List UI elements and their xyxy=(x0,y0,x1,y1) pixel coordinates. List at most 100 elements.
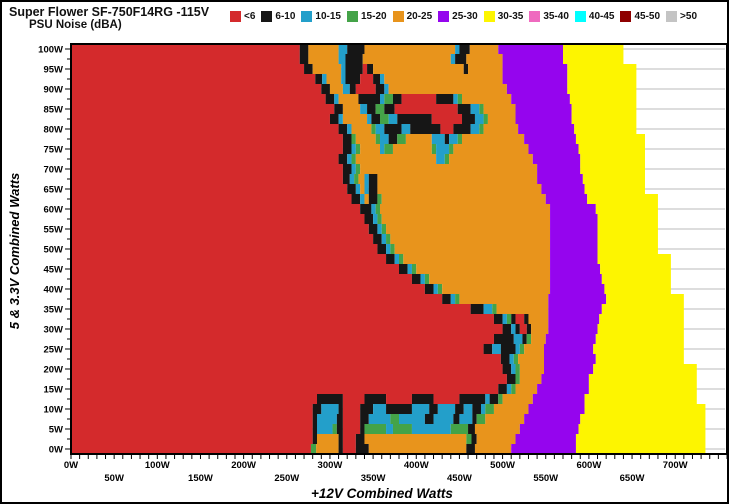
heatmap-row xyxy=(71,424,706,434)
x-tick-label: 650W xyxy=(620,473,645,484)
heatmap-row xyxy=(71,154,645,164)
legend-item: 20-25 xyxy=(392,11,433,22)
legend-swatch-G xyxy=(347,11,358,22)
x-tick-label: 500W xyxy=(490,460,515,471)
x-tick-label: 400W xyxy=(404,460,429,471)
y-tick-label: 25W xyxy=(43,345,63,356)
legend-item: 45-50 xyxy=(620,11,660,22)
y-tick-label: 35W xyxy=(43,305,63,316)
heatmap-row xyxy=(71,394,697,404)
heatmap-row xyxy=(71,134,645,144)
legend-item: 6-10 xyxy=(261,11,295,22)
heatmap-row xyxy=(71,104,637,114)
plot-frame xyxy=(70,43,727,455)
legend-label: 15-20 xyxy=(361,11,387,22)
x-tick-label: 150W xyxy=(188,473,213,484)
y-tick-label: 60W xyxy=(43,205,63,216)
legend-swatch-O xyxy=(392,11,404,22)
y-tick-label: 80W xyxy=(43,125,63,136)
y-axis-title: 5 & 3.3V Combined Watts xyxy=(7,172,22,330)
heatmap-row xyxy=(71,254,671,264)
legend-label: 30-35 xyxy=(497,11,524,22)
legend-item: 30-35 xyxy=(483,11,524,22)
heatmap-row xyxy=(71,334,684,344)
x-axis: 0W 50W 100W 150W 200W 250W 300W 350W 400W 450W 500… xyxy=(64,455,727,484)
heatmap-row xyxy=(71,164,645,174)
x-tick-label: 0W xyxy=(64,460,78,471)
y-tick-label: 5W xyxy=(49,425,63,436)
x-tick-label: 50W xyxy=(104,473,124,484)
legend-label: 40-45 xyxy=(588,11,615,22)
legend-swatch-GY xyxy=(666,11,678,22)
heatmap-row xyxy=(71,194,658,204)
legend-label: 6-10 xyxy=(275,11,296,22)
x-tick-label: 450W xyxy=(447,473,472,484)
x-tick-label: 550W xyxy=(533,473,558,484)
y-tick-label: 85W xyxy=(43,105,63,116)
y-tick-label: 95W xyxy=(43,65,63,76)
heatmap-row xyxy=(71,84,637,94)
legend-label: 20-25 xyxy=(406,11,433,22)
legend-item: 40-45 xyxy=(574,11,615,22)
y-tick-label: 100W xyxy=(38,45,63,56)
heatmap-row xyxy=(71,324,684,334)
heatmap-row xyxy=(71,114,637,124)
legend-swatch-C xyxy=(301,11,313,22)
heatmap-row xyxy=(71,274,671,284)
heatmap-row xyxy=(71,204,658,214)
y-axis: 0W 5W 10W 15W 20W 25W 30W 35W 40W 45W 50W 55W 60W 65W… xyxy=(38,45,70,456)
heatmap-row xyxy=(71,384,697,394)
heatmap-row xyxy=(71,234,658,244)
heatmap-row xyxy=(71,444,706,454)
legend-swatch-CY xyxy=(574,11,586,22)
heatmap-row xyxy=(71,304,684,314)
heatmap-row xyxy=(71,434,706,444)
y-tick-label: 55W xyxy=(43,225,63,236)
heatmap-row xyxy=(71,64,637,74)
x-tick-label: 250W xyxy=(274,473,299,484)
heatmap-row xyxy=(71,44,624,54)
heatmap-row xyxy=(71,344,684,354)
legend-label: >50 xyxy=(680,11,698,22)
legend-item: >50 xyxy=(666,11,697,22)
legend-item: 15-20 xyxy=(347,11,387,22)
chart-title-block: Super Flower SF-750F14RG -115V PSU Noise… xyxy=(9,5,209,33)
y-tick-label: 45W xyxy=(43,265,63,276)
heatmap-row xyxy=(71,264,671,274)
y-tick-label: 75W xyxy=(43,145,63,156)
x-tick-label: 350W xyxy=(361,473,386,484)
y-tick-label: 40W xyxy=(43,285,63,296)
heatmap-row xyxy=(71,414,706,424)
heatmap-row xyxy=(71,144,645,154)
legend-item: 25-30 xyxy=(438,11,478,22)
legend-label: 45-50 xyxy=(634,11,661,22)
y-tick-label: 0W xyxy=(49,445,63,456)
heatmap-row xyxy=(71,244,658,254)
heatmap-row xyxy=(71,354,684,364)
legend-swatch-P xyxy=(438,11,450,22)
heatmap-row xyxy=(71,94,637,104)
x-tick-label: 100W xyxy=(145,460,170,471)
legend-swatch-DR xyxy=(620,11,632,22)
heatmap-row xyxy=(71,374,697,384)
heatmap-row xyxy=(71,214,658,224)
chart-title: Super Flower SF-750F14RG -115V xyxy=(9,5,210,19)
legend-swatch-R xyxy=(230,11,241,22)
heatmap-row xyxy=(71,74,637,84)
legend-item: 35-40 xyxy=(529,11,569,22)
heatmap-row xyxy=(71,284,671,294)
heatmap-row xyxy=(71,124,637,134)
heatmap-row xyxy=(71,404,706,414)
y-tick-label: 10W xyxy=(43,405,63,416)
x-tick-label: 200W xyxy=(231,460,256,471)
legend-label: 25-30 xyxy=(452,11,478,22)
heatmap-row xyxy=(71,364,697,374)
legend-label: 35-40 xyxy=(543,11,569,22)
heatmap-row xyxy=(71,54,624,64)
legend-label: <6 xyxy=(244,11,256,22)
heatmap-row xyxy=(71,174,645,184)
legend-item: 10-15 xyxy=(301,11,341,22)
x-tick-label: 300W xyxy=(318,460,343,471)
heatmap-row xyxy=(71,224,658,234)
